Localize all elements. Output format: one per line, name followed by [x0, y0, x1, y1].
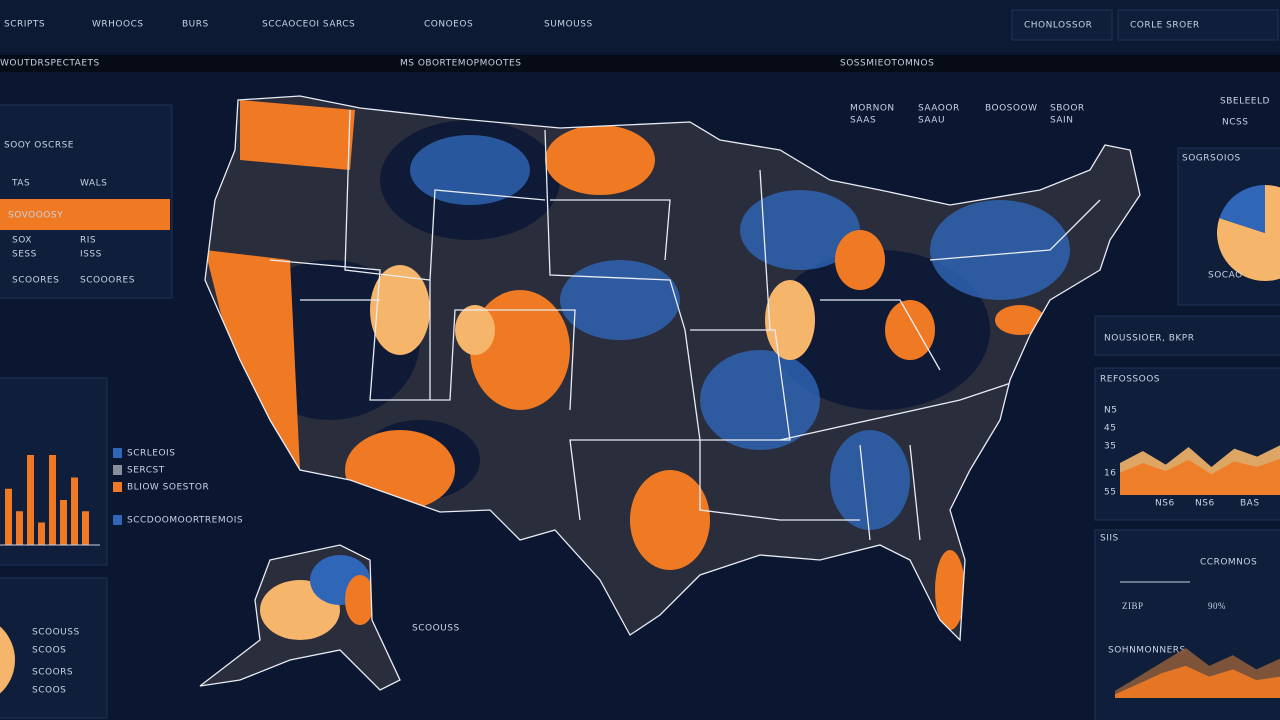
subheader-text: MS OBORTEMOPMOOTES [400, 59, 521, 69]
panel-title: SOGRSOIOS [1182, 154, 1241, 164]
legend-label: SCRLEOIS [127, 449, 175, 459]
button-box[interactable] [1117, 9, 1279, 41]
bar [5, 488, 12, 545]
pie-label: SCOORS [32, 668, 73, 678]
y-tick-label: N5 [1104, 406, 1117, 416]
table-cell: SCOORES [12, 276, 59, 286]
table-cell: SESS [12, 250, 37, 260]
kpi-value: 90% [1208, 601, 1226, 611]
pie-slice [1219, 185, 1265, 233]
bar [71, 477, 78, 545]
panel-subtitle: CCROMNOS [1200, 558, 1257, 568]
y-tick-label: 55 [1104, 488, 1116, 498]
legend-swatch [113, 465, 122, 475]
y-tick-label: 16 [1104, 469, 1116, 479]
alaska-outline [199, 544, 401, 691]
chart-title: SOHNMONNERS [1108, 646, 1186, 656]
pie-slice [1217, 185, 1280, 281]
panel-title: SIIS [1100, 534, 1119, 544]
kpi-value: ZIBP [1122, 601, 1144, 611]
area [1120, 459, 1280, 495]
pie-caption: SOCAO [1208, 271, 1243, 281]
bar [38, 522, 45, 545]
pie-panel [0, 577, 108, 719]
nav-tab[interactable]: CONOEOS [424, 20, 473, 30]
map-legend-text: BOOSOOW [985, 104, 1037, 114]
pie-label: SCOOS [32, 646, 66, 656]
y-tick-label: 45 [1104, 424, 1116, 434]
panel-title: SBELEELD [1220, 97, 1270, 107]
table-cell: ISSS [80, 250, 102, 260]
bar [49, 455, 56, 545]
nav-tab[interactable]: SCRIPTS [4, 20, 45, 30]
info-text: NOUSSIOER, BKPR [1104, 334, 1195, 344]
highlight-text: SOVOOOSY [8, 211, 63, 221]
panel-value: NCSS [1222, 118, 1248, 128]
table-header: WALS [80, 179, 107, 189]
bar [27, 455, 34, 545]
nav-tab[interactable]: WRHOOCS [92, 20, 144, 30]
legend-swatch [113, 515, 122, 525]
pie-label: SCOOS [32, 686, 66, 696]
table-header: TAS [11, 179, 30, 189]
pie-label: SCOOUSS [32, 628, 80, 638]
nav-tab[interactable]: BURS [182, 20, 209, 30]
panel-title: SOOY OSCRSE [4, 141, 74, 151]
map-legend-text: SAAS [850, 116, 876, 126]
subheader-bar [0, 55, 1280, 72]
x-tick-label: NS6 [1195, 499, 1215, 509]
table-cell: RIS [80, 236, 96, 246]
map-legend-text: SAIN [1050, 116, 1073, 126]
nav-tab[interactable]: SCCAOCEOI SARCS [262, 20, 355, 30]
area-panel [1094, 367, 1280, 521]
nav-button[interactable]: CHONLOSSOR [1024, 21, 1092, 31]
x-tick-label: NS6 [1155, 499, 1175, 509]
highlight-row [0, 199, 170, 230]
button-box[interactable] [1011, 9, 1113, 41]
subheader-text: SOSSMIEOTOMNOS [840, 59, 934, 69]
legend-label: BLIOW SOESTOR [127, 483, 209, 493]
legend-label: SERCST [127, 466, 165, 476]
bar [16, 511, 23, 545]
legend-swatch [113, 448, 122, 458]
panel-title: REFOSSOOS [1100, 375, 1160, 385]
legend-swatch [113, 482, 122, 492]
legend-label: SCCDOOMOORTREMOIS [127, 516, 243, 526]
y-tick-label: 35 [1104, 442, 1116, 452]
table-cell: SCOOORES [80, 276, 135, 286]
map-legend-text: SBOOR [1050, 104, 1085, 114]
map-legend-text: SAAOOR [918, 104, 960, 114]
info-box [1094, 315, 1280, 356]
subheader-text: WOUTDRSPECTAETS [0, 59, 100, 69]
map-legend-text: MORNON [850, 104, 895, 114]
map-legend-text: SAAU [918, 116, 945, 126]
table-cell: SOX [12, 236, 32, 246]
area [1115, 665, 1280, 698]
us-outline [204, 95, 1141, 642]
alaska-label: SCOOUSS [412, 624, 460, 634]
bar [60, 500, 67, 545]
bar [82, 511, 89, 545]
nav-tab[interactable]: SUMOUSS [544, 20, 593, 30]
x-tick-label: BAS [1240, 499, 1260, 509]
pie-slice [0, 626, 15, 694]
nav-button[interactable]: CORLE SROER [1130, 21, 1200, 31]
